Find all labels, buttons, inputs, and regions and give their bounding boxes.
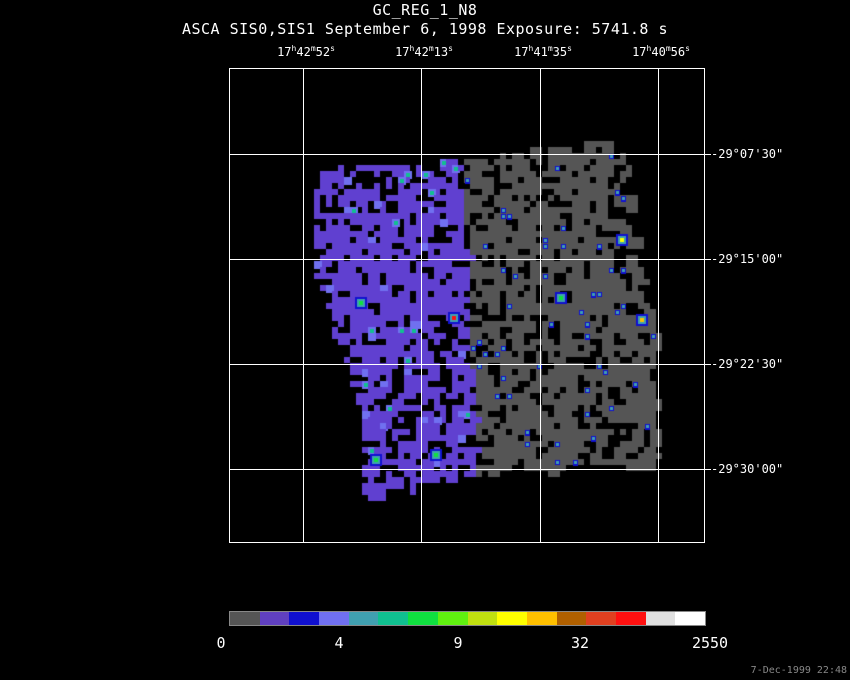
dec-tick-1 [705,154,711,155]
grid-line-dec-2 [229,259,705,260]
colorbar-swatch-12 [586,612,616,625]
colorbar-label-3: 32 [570,634,590,652]
colorbar-swatch-13 [615,612,646,625]
colorbar-swatch-4 [348,612,379,625]
colorbar [229,611,706,626]
dec-tick-2 [705,259,711,260]
image-title: GC_REG_1_N8 [372,1,478,19]
colorbar-swatch-10 [526,612,557,625]
colorbar-swatch-14 [645,612,676,625]
dec-tick-3 [705,364,711,365]
ra-label-3: 17h41m35s [514,44,572,59]
colorbar-swatch-15 [675,612,705,625]
colorbar-swatch-8 [467,612,498,625]
dec-tick-4 [705,469,711,470]
grid-line-ra-2 [421,68,422,543]
timestamp: 7-Dec-1999 22:48 [750,665,847,676]
grid-line-ra-1 [303,68,304,543]
grid-line-ra-4 [658,68,659,543]
colorbar-label-4: 2550 [691,634,729,652]
colorbar-swatch-3 [319,612,349,625]
dec-label-2: -29°15'00" [711,252,784,266]
colorbar-label-0: 0 [216,634,226,652]
image-subtitle: ASCA SIS0,SIS1 September 6, 1998 Exposur… [181,20,669,38]
colorbar-label-1: 4 [334,634,344,652]
grid-line-ra-3 [540,68,541,543]
colorbar-swatch-11 [556,612,587,625]
colorbar-swatch-0 [230,612,260,625]
colorbar-swatch-1 [259,612,290,625]
colorbar-swatch-2 [289,612,320,625]
ra-label-1: 17h42m52s [277,44,335,59]
dec-label-3: -29°22'30" [711,357,784,371]
colorbar-swatch-7 [437,612,468,625]
xray-image [230,69,706,544]
dec-label-1: -29°07'30" [711,147,784,161]
grid-line-dec-3 [229,364,705,365]
colorbar-label-2: 9 [453,634,463,652]
ra-label-4: 17h40m56s [632,44,690,59]
grid-line-dec-4 [229,469,705,470]
image-frame [229,68,706,544]
colorbar-swatch-6 [408,612,438,625]
colorbar-swatch-9 [497,612,527,625]
grid-line-dec-1 [229,154,705,155]
ra-label-2: 17h42m13s [395,44,453,59]
dec-label-4: -29°30'00" [711,462,784,476]
colorbar-swatch-5 [378,612,409,625]
